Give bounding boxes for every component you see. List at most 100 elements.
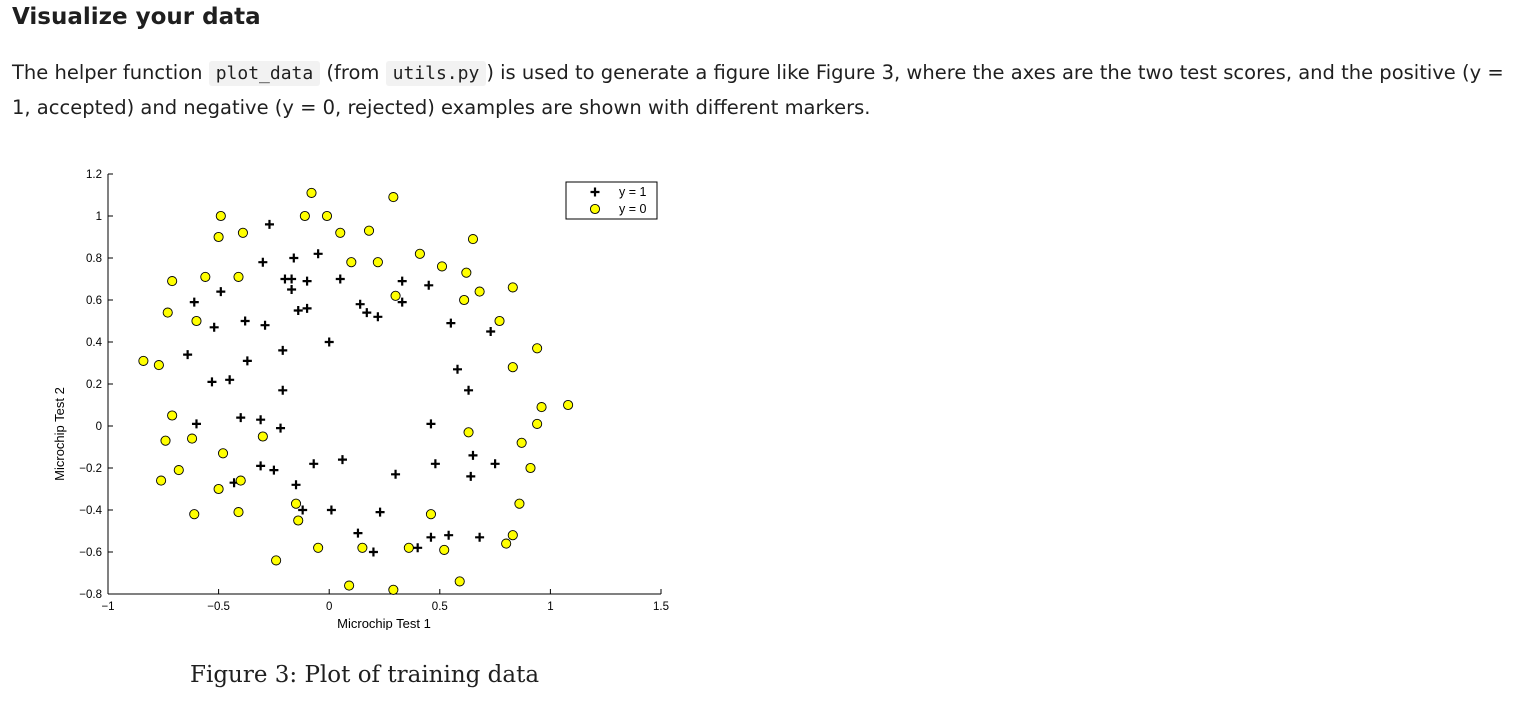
negative-point (217, 448, 229, 459)
y-axis-label: Microchip Test 2 (52, 387, 67, 481)
positive-point (326, 505, 336, 515)
positive-point (368, 547, 378, 557)
positive-point (287, 285, 297, 294)
y-tick-label: −0.4 (79, 505, 102, 517)
negative-point (372, 257, 383, 268)
positive-point (391, 469, 401, 479)
negative-point (156, 475, 167, 486)
utils-py-code: utils.py (385, 61, 487, 86)
positive-point (375, 507, 385, 517)
legend-label-negative: y = 0 (619, 202, 646, 216)
positive-point (466, 471, 476, 481)
positive-point (240, 316, 250, 326)
figure-caption: Figure 3: Plot of training data (190, 662, 540, 688)
positive-point (302, 276, 312, 286)
negative-point (257, 431, 268, 442)
negative-point (346, 257, 357, 268)
positive-point (335, 274, 345, 284)
negative-point (463, 427, 474, 438)
chart-legend: y = 1 y = 0 (565, 181, 658, 220)
negative-point (507, 530, 518, 541)
axis-ticks: −1 −0.5 0 0.5 1 1.5 −0.8 −0.6 −0.4 −0.2 0 0.2 0.4 0.6… (79, 169, 669, 613)
figure-3: −1 −0.5 0 0.5 1 1.5 −0.8 −0.6 −0.4 −0.2 0 0.2 0.4 0.6… (0, 150, 720, 631)
negative-point (299, 210, 310, 222)
positive-point (355, 299, 365, 309)
positive-point (189, 297, 199, 307)
positive-point (256, 415, 266, 425)
positive-point (207, 377, 217, 387)
negative-point (187, 433, 198, 444)
positive-point (309, 459, 319, 469)
negative-point (388, 192, 399, 203)
negative-point (233, 271, 244, 282)
positive-point (183, 350, 193, 360)
x-tick-label: 0.5 (432, 601, 448, 613)
negative-point (189, 509, 200, 520)
positive-point (264, 219, 274, 229)
positive-point (464, 385, 474, 395)
negative-point (344, 580, 355, 591)
y-tick-label: −0.6 (79, 547, 102, 559)
positive-point (490, 459, 500, 469)
paragraph-text-3: ) is used to generate a figure like Figu… (12, 61, 1504, 119)
negative-point (459, 294, 470, 306)
negative-point (390, 290, 401, 301)
negative-point (290, 498, 302, 509)
positive-point (191, 419, 201, 429)
negative-point (532, 343, 543, 354)
negative-point (237, 227, 248, 238)
negative-point (306, 187, 317, 198)
negative-point (167, 276, 178, 287)
data-points (138, 187, 574, 595)
positive-point (216, 287, 226, 297)
legend-plus-marker (590, 187, 600, 197)
positive-point (289, 253, 299, 263)
positive-point (444, 530, 454, 540)
legend-box (565, 181, 658, 220)
y-tick-label: 0.6 (86, 295, 102, 307)
negative-point (514, 498, 525, 509)
negative-point (501, 538, 512, 549)
negative-point (357, 542, 368, 553)
negative-point (467, 234, 479, 245)
positive-point (424, 280, 434, 290)
negative-point (138, 355, 149, 366)
positive-point (209, 322, 219, 332)
negative-point (494, 315, 505, 327)
positive-point (486, 327, 496, 336)
negative-point (167, 410, 178, 421)
negative-point (271, 555, 282, 566)
positive-point (353, 528, 363, 538)
negative-point (235, 475, 246, 486)
negative-point (173, 465, 184, 476)
positive-point (426, 419, 436, 429)
positive-point (287, 274, 297, 284)
positive-point (269, 465, 279, 475)
positive-point (362, 308, 372, 318)
positive-point (278, 345, 288, 355)
positive-point (278, 385, 288, 395)
positive-point (475, 532, 485, 542)
positive-point (225, 375, 235, 385)
y-tick-label: −0.8 (79, 589, 102, 601)
negative-point (388, 584, 399, 595)
negative-point (162, 307, 173, 318)
negative-point (563, 399, 574, 411)
legend-circle-marker (589, 203, 601, 215)
negative-point (215, 210, 226, 222)
negative-point (436, 261, 448, 272)
negative-point (200, 271, 211, 282)
positive-point (452, 364, 462, 374)
y-tick-label: 0.4 (86, 337, 103, 349)
positive-point (302, 303, 312, 313)
negative-point (153, 360, 164, 371)
positive-point (298, 505, 308, 515)
negative-point (507, 282, 518, 293)
positive-point (426, 532, 436, 542)
negative-point (536, 402, 547, 413)
negative-point (516, 437, 527, 448)
negative-point (414, 248, 425, 259)
negative-point (191, 315, 202, 327)
positive-point (430, 459, 440, 469)
paragraph-text-1: The helper function (12, 61, 209, 84)
